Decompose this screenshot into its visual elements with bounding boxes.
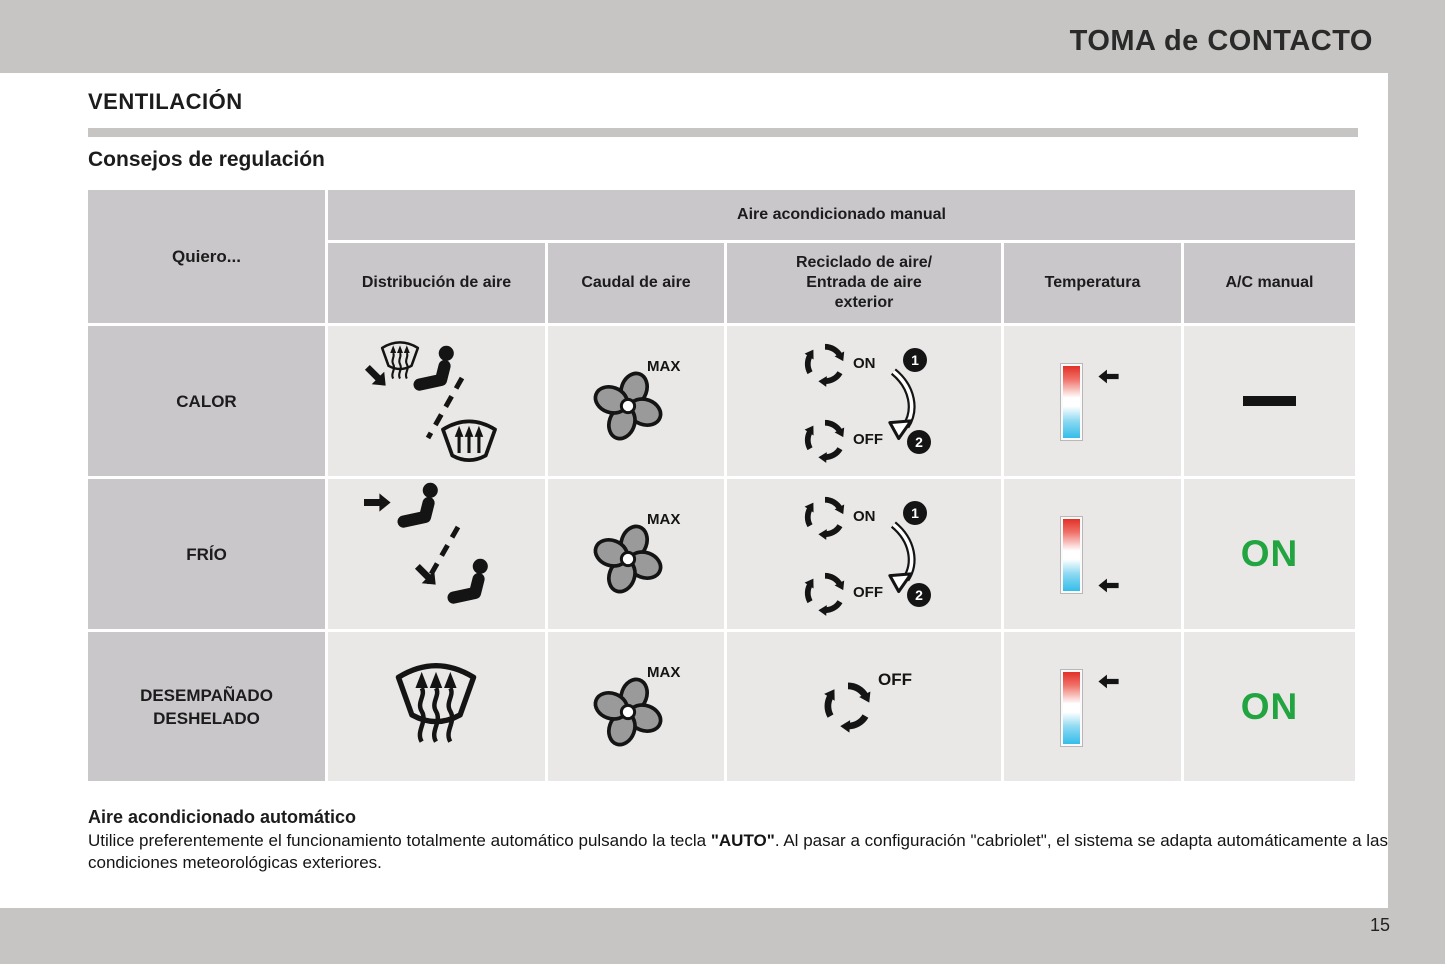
arrow-left-icon bbox=[1098, 674, 1119, 689]
column-header-recirculation: Reciclado de aire/ Entrada de aire exter… bbox=[727, 243, 1001, 323]
recirc-off-label: OFF bbox=[853, 431, 883, 448]
footer-heading: Aire acondicionado automático bbox=[88, 807, 357, 827]
ac-cell-desempanado: ON bbox=[1184, 632, 1355, 781]
distribution-diagram bbox=[328, 632, 545, 781]
recirculation-cell-calor: ON 1 OFF 2 bbox=[727, 326, 1001, 476]
windshield-demist-icon bbox=[382, 342, 418, 378]
footer-text-before-auto: Utilice preferentemente el funcionamient… bbox=[88, 831, 711, 850]
temperature-gradient-bar bbox=[1061, 670, 1082, 746]
ac-on-label: ON bbox=[1240, 533, 1299, 574]
recirc-on-label: ON bbox=[853, 355, 876, 372]
column-header-temperature: Temperatura bbox=[1004, 243, 1181, 323]
auto-key-label: "AUTO" bbox=[710, 831, 775, 850]
fan-icon bbox=[591, 675, 665, 749]
column-header-airflow: Caudal de aire bbox=[548, 243, 724, 323]
ac-cell-calor bbox=[1184, 326, 1355, 476]
temperature-gradient-bar bbox=[1061, 364, 1082, 440]
column-header-distribution: Distribución de aire bbox=[328, 243, 545, 323]
top-band: TOMA de CONTACTO bbox=[0, 0, 1445, 73]
group-header-label: Aire acondicionado manual bbox=[737, 206, 946, 223]
temperature-cell-calor bbox=[1004, 326, 1181, 476]
footer-text-after-auto: . Al pasar a configuración "cabriolet", … bbox=[88, 831, 1389, 872]
arrow-left-icon bbox=[1098, 369, 1119, 384]
ac-on-label: ON bbox=[1240, 685, 1299, 727]
recirculation-icon bbox=[801, 340, 849, 388]
bottom-band: 15 bbox=[0, 908, 1445, 964]
regulation-table: Quiero... Aire acondicionado manual Dist… bbox=[88, 190, 1355, 781]
page-number: 15 bbox=[1369, 915, 1390, 935]
column-header-ac-manual: A/C manual bbox=[1184, 243, 1355, 323]
arrow-left-icon bbox=[1098, 578, 1119, 593]
footer-paragraph: Utilice preferentemente el funcionamient… bbox=[88, 830, 1388, 873]
row-label-desempanado: DESEMPAÑADO DESHELADO bbox=[88, 632, 325, 781]
ac-cell-frio: ON bbox=[1184, 479, 1355, 629]
step-2-badge: 2 bbox=[907, 430, 931, 454]
section-title: VENTILACIÓN bbox=[88, 89, 243, 114]
distribution-diagram bbox=[361, 326, 545, 476]
recirculation-cell-frio: ON 1 OFF 2 bbox=[727, 479, 1001, 629]
seat-icon bbox=[404, 483, 438, 522]
seat-icon bbox=[454, 559, 488, 598]
row-label-calor: CALOR bbox=[88, 326, 325, 476]
temperature-cell-desempanado bbox=[1004, 632, 1181, 781]
recirculation-cell-desempanado: OFF bbox=[727, 632, 1001, 781]
windshield-demist-icon bbox=[398, 666, 473, 742]
corner-header-cell: Quiero... bbox=[88, 190, 325, 323]
fan-icon bbox=[591, 522, 665, 596]
fan-max-label: MAX bbox=[647, 358, 681, 375]
fan-icon bbox=[591, 369, 665, 443]
airflow-cell-calor: MAX bbox=[548, 326, 724, 476]
arrow-right-icon bbox=[364, 493, 391, 512]
corner-header-label: Quiero... bbox=[172, 246, 241, 266]
distribution-cell-desempanado bbox=[328, 632, 545, 781]
step-1-badge: 1 bbox=[903, 348, 927, 372]
ac-off-dash bbox=[1243, 396, 1296, 406]
airflow-cell-frio: MAX bbox=[548, 479, 724, 629]
recirc-off-label: OFF bbox=[853, 584, 883, 601]
row-label-frio: FRÍO bbox=[88, 479, 325, 629]
recirculation-icon bbox=[801, 416, 849, 464]
step-2-badge: 2 bbox=[907, 583, 931, 607]
subsection-title: Consejos de regulación bbox=[88, 148, 325, 171]
fan-max-label: MAX bbox=[647, 664, 681, 681]
group-header-cell: Aire acondicionado manual bbox=[328, 190, 1355, 240]
distribution-diagram bbox=[364, 479, 545, 629]
recirc-off-label: OFF bbox=[878, 670, 912, 689]
recirculation-icon bbox=[820, 678, 876, 734]
floor-vent-icon bbox=[443, 421, 495, 460]
airflow-cell-desempanado: MAX bbox=[548, 632, 724, 781]
recirculation-icon bbox=[801, 493, 849, 541]
step-1-badge: 1 bbox=[903, 501, 927, 525]
seat-icon bbox=[420, 346, 454, 385]
page-title: TOMA de CONTACTO bbox=[1069, 25, 1373, 57]
recirculation-icon bbox=[801, 569, 849, 617]
temperature-cell-frio bbox=[1004, 479, 1181, 629]
dashed-divider-line bbox=[425, 376, 465, 440]
distribution-cell-frio bbox=[328, 479, 545, 629]
distribution-cell-calor bbox=[328, 326, 545, 476]
recirc-on-label: ON bbox=[853, 508, 876, 525]
temperature-gradient-bar bbox=[1061, 517, 1082, 593]
fan-max-label: MAX bbox=[647, 511, 681, 528]
section-divider bbox=[88, 128, 1358, 137]
